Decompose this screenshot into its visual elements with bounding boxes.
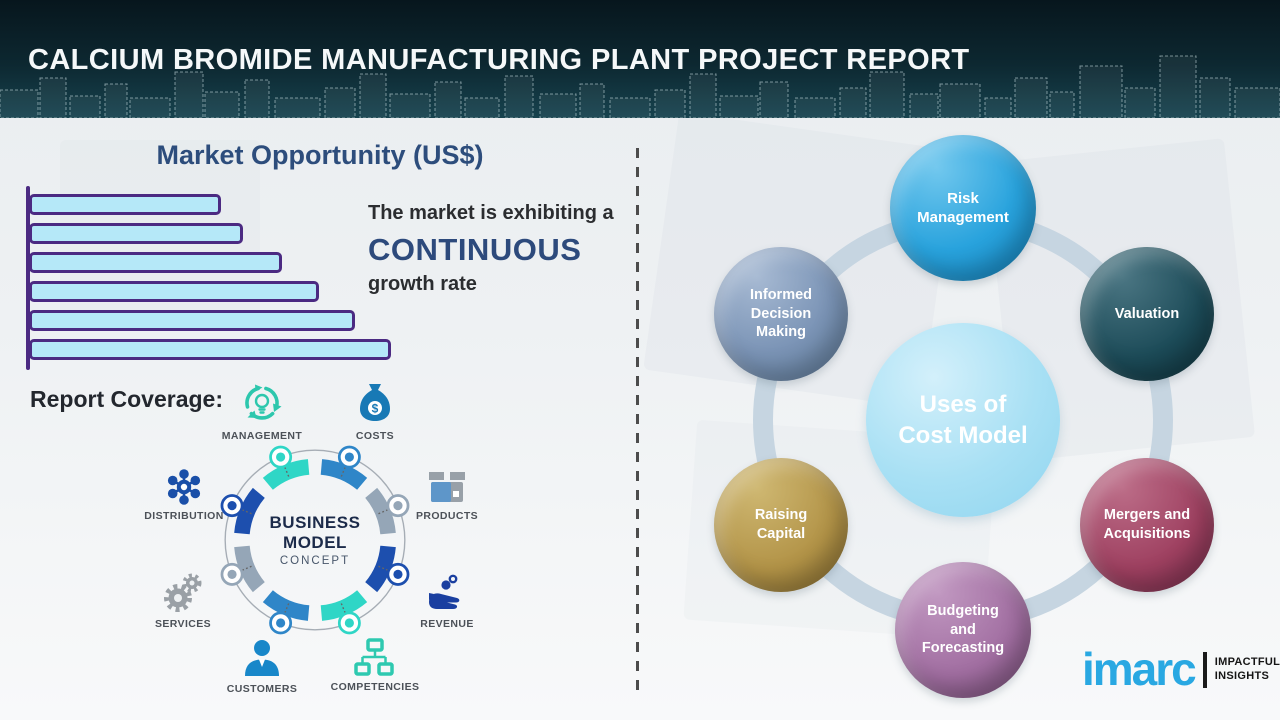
bar-value-2 <box>29 223 243 244</box>
coverage-label: SERVICES <box>154 618 212 630</box>
node-budgeting-forecasting: Budgeting and Forecasting <box>895 562 1031 698</box>
coverage-label: COSTS <box>355 430 395 442</box>
logo-tagline-line1: IMPACTFUL <box>1214 655 1280 668</box>
logo-tagline: IMPACTFUL INSIGHTS <box>1215 656 1280 684</box>
bar-value-4 <box>29 281 319 302</box>
annotation-line-2: growth rate <box>368 273 477 295</box>
coverage-item-customers: CUSTOMERS <box>202 636 322 695</box>
coverage-item-products: PRODUCTS <box>387 467 507 522</box>
customers-icon <box>245 640 279 676</box>
logo-divider-bar <box>1202 651 1207 688</box>
coverage-label: MANAGEMENT <box>221 430 303 442</box>
competencies-icon <box>354 638 394 676</box>
coverage-item-management: MANAGEMENT <box>202 381 322 442</box>
page-title: CALCIUM BROMIDE MANUFACTURING PLANT PROJ… <box>28 44 970 76</box>
section-title-market-opportunity: Market Opportunity (US$) <box>156 140 484 170</box>
logo-tagline-line2: INSIGHTS <box>1214 669 1270 682</box>
coverage-label: PRODUCTS <box>415 510 479 522</box>
coverage-label: COMPETENCIES <box>330 681 420 693</box>
revenue-icon <box>429 574 460 609</box>
coverage-item-distribution: DISTRIBUTION <box>124 467 244 522</box>
coverage-label: CUSTOMERS <box>226 683 298 695</box>
city-skyline-illustration <box>0 55 1280 118</box>
distribution-icon <box>167 469 201 505</box>
bar-value-3 <box>29 252 282 273</box>
node-raising-capital: Raising Capital <box>714 458 848 592</box>
node-valuation: Valuation <box>1080 247 1214 381</box>
report-coverage-label: Report Coverage: <box>30 386 223 412</box>
market-opportunity-bar-chart <box>26 186 406 376</box>
coverage-item-services: SERVICES <box>123 571 243 630</box>
services-icon <box>164 573 202 612</box>
node-informed-decision-making: Informed Decision Making <box>714 247 848 381</box>
node-risk-management: Risk Management <box>890 135 1036 281</box>
management-icon <box>245 384 282 420</box>
node-mergers-acquisitions: Mergers and Acquisitions <box>1080 458 1214 592</box>
coverage-label: REVENUE <box>420 618 474 630</box>
header-banner: CALCIUM BROMIDE MANUFACTURING PLANT PROJ… <box>0 0 1280 118</box>
business-model-ring <box>220 445 410 635</box>
growth-annotation: The market is exhibiting a CONTINUOUS gr… <box>368 202 648 296</box>
products-icon <box>429 472 465 502</box>
annotation-highlight: CONTINUOUS <box>368 232 582 267</box>
coverage-label: DISTRIBUTION <box>144 510 224 522</box>
annotation-line-1: The market is exhibiting a <box>368 202 614 224</box>
dashed-divider <box>636 148 639 694</box>
imarc-logo: imarc IMPACTFUL INSIGHTS <box>1082 643 1280 695</box>
coverage-item-costs: $ COSTS <box>315 381 435 442</box>
imarc-logo-wordmark: imarc <box>1082 643 1197 695</box>
cost-model-center-circle: Uses of Cost Model <box>866 323 1060 517</box>
costs-icon: $ <box>360 384 390 421</box>
svg-text:$: $ <box>372 402 379 416</box>
bar-value-1 <box>29 194 221 215</box>
bar-value-5 <box>29 310 355 331</box>
coverage-item-revenue: REVENUE <box>387 571 507 630</box>
chart-y-axis <box>26 186 30 370</box>
coverage-item-competencies: COMPETENCIES <box>315 636 435 693</box>
bar-value-6 <box>29 339 391 360</box>
